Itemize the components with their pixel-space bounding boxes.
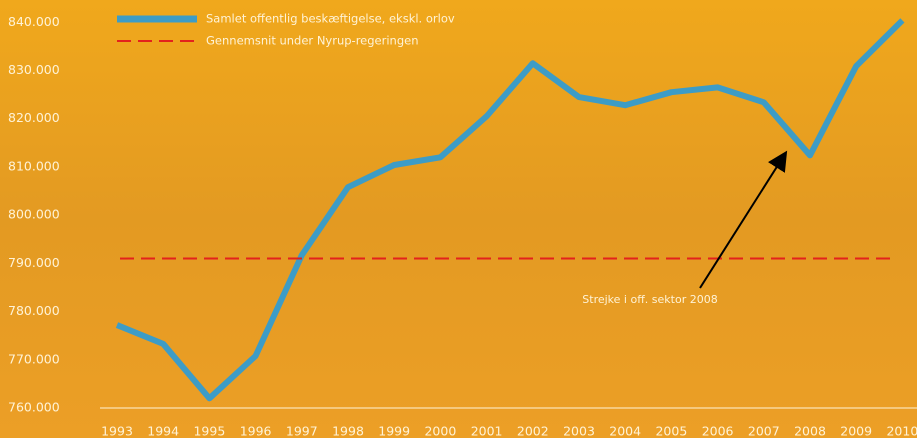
x-tick-label: 2007: [748, 424, 780, 438]
y-tick-label: 770.000: [8, 351, 60, 366]
background: [0, 0, 917, 438]
page: {"chart_data": {"type": "line", "categor…: [0, 0, 917, 438]
y-tick-label: 800.000: [8, 207, 60, 222]
annotation: Strejke i off. sektor 2008: [582, 293, 717, 306]
x-tick-label: 1996: [240, 424, 272, 438]
x-tick-label: 2010: [886, 424, 917, 438]
x-tick-label: 1993: [101, 424, 133, 438]
x-tick-label: 1999: [378, 424, 410, 438]
y-tick-label: 830.000: [8, 62, 60, 77]
legend-label: Samlet offentlig beskæftigelse, ekskl. o…: [206, 12, 455, 26]
x-tick-label: 2008: [794, 424, 826, 438]
legend-label: Gennemsnit under Nyrup-regeringen: [206, 34, 419, 48]
x-tick-label: 2000: [424, 424, 456, 438]
x-tick-label: 2003: [563, 424, 595, 438]
x-tick-label: 1998: [332, 424, 364, 438]
x-tick-label: 1995: [193, 424, 225, 438]
y-tick-label: 790.000: [8, 255, 60, 270]
x-tick-label: 1997: [286, 424, 318, 438]
x-tick-label: 2005: [655, 424, 687, 438]
x-tick-label: 1994: [147, 424, 179, 438]
y-tick-label: 760.000: [8, 400, 60, 415]
x-tick-label: 2001: [471, 424, 503, 438]
x-tick-label: 2009: [840, 424, 872, 438]
x-tick-label: 2006: [702, 424, 734, 438]
x-tick-label: 2002: [517, 424, 549, 438]
y-tick-label: 840.000: [8, 14, 60, 29]
y-tick-label: 820.000: [8, 110, 60, 125]
chart: 760.000 770.000 780.000 790.000 800.000 810.0…: [0, 0, 917, 438]
y-tick-label: 780.000: [8, 303, 60, 318]
x-tick-label: 2004: [609, 424, 641, 438]
y-tick-label: 810.000: [8, 158, 60, 173]
